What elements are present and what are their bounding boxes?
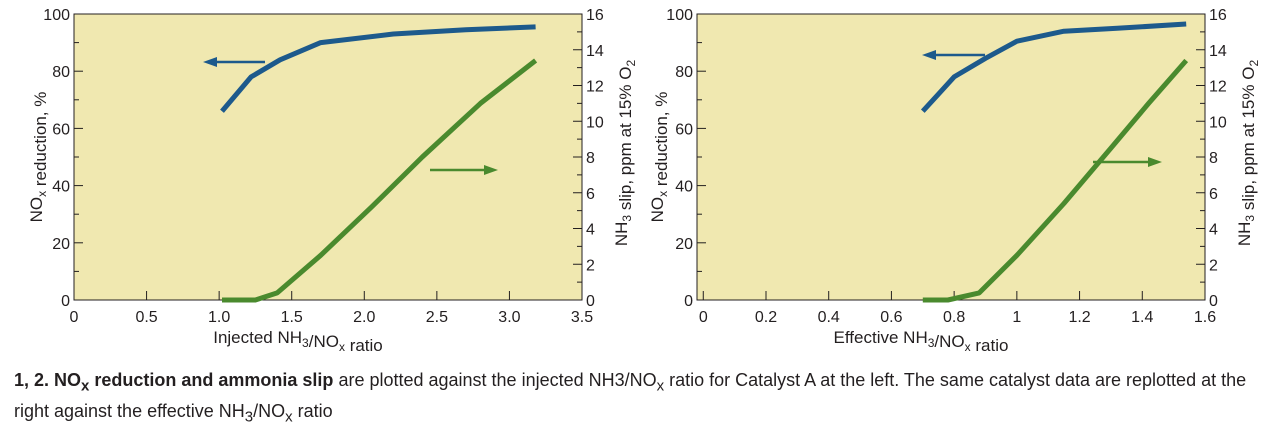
x-tick-label: 1.4 <box>1131 309 1153 326</box>
y-left-tick-label: 100 <box>666 7 693 24</box>
y-left-tick-label: 0 <box>61 293 70 310</box>
caption-text-3: /NO <box>253 400 286 421</box>
caption-text-2: ratio for Catalyst A at the left. The sa… <box>14 370 1247 421</box>
y-right-tick-label: 10 <box>1209 114 1227 131</box>
y-left-tick-label: 60 <box>52 121 70 138</box>
x-tick-label: 3.5 <box>571 309 593 326</box>
x-tick-label: 2.0 <box>353 309 375 326</box>
nh3-slip-line <box>222 58 538 303</box>
y-left-axis-title: NOx reduction, % <box>27 92 50 223</box>
x-tick-label: 0.6 <box>880 309 902 326</box>
x-tick-label: 0.8 <box>943 309 965 326</box>
x-tick-label: 1 <box>1012 309 1021 326</box>
y-left-tick-label: 20 <box>52 236 70 253</box>
y-left-tick-label: 40 <box>675 179 693 196</box>
y-right-axis-title: NH3 slip, ppm at 15% O2 <box>612 60 638 247</box>
y-right-axis-title: NH3 slip, ppm at 15% O2 <box>1235 60 1261 247</box>
x-tick-label: 0.4 <box>818 309 840 326</box>
nox-reduction-line <box>920 21 1187 113</box>
y-right-tick-label: 8 <box>586 150 595 167</box>
nox-arrow-head <box>203 57 217 67</box>
x-tick-label: 1.0 <box>208 309 230 326</box>
chart-1: 0 0.5 1.0 1.5 2.0 2.5 3.0 3.5020406080100024681… <box>27 7 638 355</box>
figure-caption: 1, 2. NOx reduction and ammonia slip are… <box>14 368 1264 429</box>
y-right-tick-label: 4 <box>1209 222 1218 239</box>
x-tick-label: 0.2 <box>755 309 777 326</box>
caption-bold-part-2: reduction and ammonia slip <box>89 370 334 390</box>
nox-arrow-head <box>922 50 936 60</box>
y-left-tick-label: 80 <box>675 64 693 81</box>
y-left-tick-label: 60 <box>675 121 693 138</box>
y-right-tick-label: 6 <box>586 186 595 203</box>
y-right-tick-label: 0 <box>1209 293 1218 310</box>
x-tick-label: 2.5 <box>426 309 448 326</box>
y-left-tick-label: 80 <box>52 64 70 81</box>
y-right-tick-label: 14 <box>1209 43 1227 60</box>
y-left-tick-label: 0 <box>684 293 693 310</box>
nh3-slip-line <box>922 58 1189 303</box>
x-tick-label: 1.2 <box>1068 309 1090 326</box>
charts-figure: 0 0.5 1.0 1.5 2.0 2.5 3.0 3.5020406080100024681… <box>27 7 1261 355</box>
y-right-tick-label: 0 <box>586 293 595 310</box>
y-right-tick-label: 10 <box>586 114 604 131</box>
y-right-tick-label: 12 <box>586 79 604 96</box>
plot-area <box>73 13 583 301</box>
y-left-tick-label: 40 <box>52 179 70 196</box>
y-right-tick-label: 6 <box>1209 186 1218 203</box>
caption-subscript-1: x <box>656 377 665 395</box>
y-left-tick-label: 100 <box>43 7 70 24</box>
x-tick-label: 3.0 <box>498 309 520 326</box>
x-axis-title: Effective NH3/NOx ratio <box>834 328 1009 355</box>
y-right-tick-label: 16 <box>1209 7 1227 24</box>
x-tick-label: 0 <box>699 309 708 326</box>
x-axis-title: Injected NH3/NOx ratio <box>213 328 383 355</box>
caption-text-4: ratio <box>292 400 333 421</box>
x-tick-label: 1.6 <box>1194 309 1216 326</box>
caption-subscript-2: 3 <box>244 408 254 426</box>
y-right-tick-label: 14 <box>586 43 604 60</box>
nh3-arrow-head <box>1148 157 1162 167</box>
caption-bold-subscript: x <box>81 377 90 395</box>
x-tick-label: 1.5 <box>281 309 303 326</box>
x-tick-label: 0 <box>70 309 79 326</box>
caption-bold-part-1: NO <box>49 370 82 390</box>
y-left-axis-title: NOx reduction, % <box>648 92 671 223</box>
y-right-tick-label: 2 <box>586 257 595 274</box>
nox-reduction-line <box>220 24 536 113</box>
x-tick-label: 0.5 <box>135 309 157 326</box>
y-left-tick-label: 20 <box>675 236 693 253</box>
caption-subscript-3: x <box>285 408 293 426</box>
plot-area <box>696 13 1206 301</box>
chart-2: 0 0.2 0.4 0.6 0.8 1 1.2 1.4 1.602040608010002468… <box>648 7 1261 355</box>
y-right-tick-label: 12 <box>1209 79 1227 96</box>
y-right-tick-label: 8 <box>1209 150 1218 167</box>
y-right-tick-label: 4 <box>586 222 595 239</box>
nh3-arrow-head <box>484 165 498 175</box>
y-right-tick-label: 16 <box>586 7 604 24</box>
caption-number: 1, 2. <box>14 370 50 390</box>
y-right-tick-label: 2 <box>1209 257 1218 274</box>
caption-text-1: are plotted against the injected NH3/NO <box>333 370 657 390</box>
